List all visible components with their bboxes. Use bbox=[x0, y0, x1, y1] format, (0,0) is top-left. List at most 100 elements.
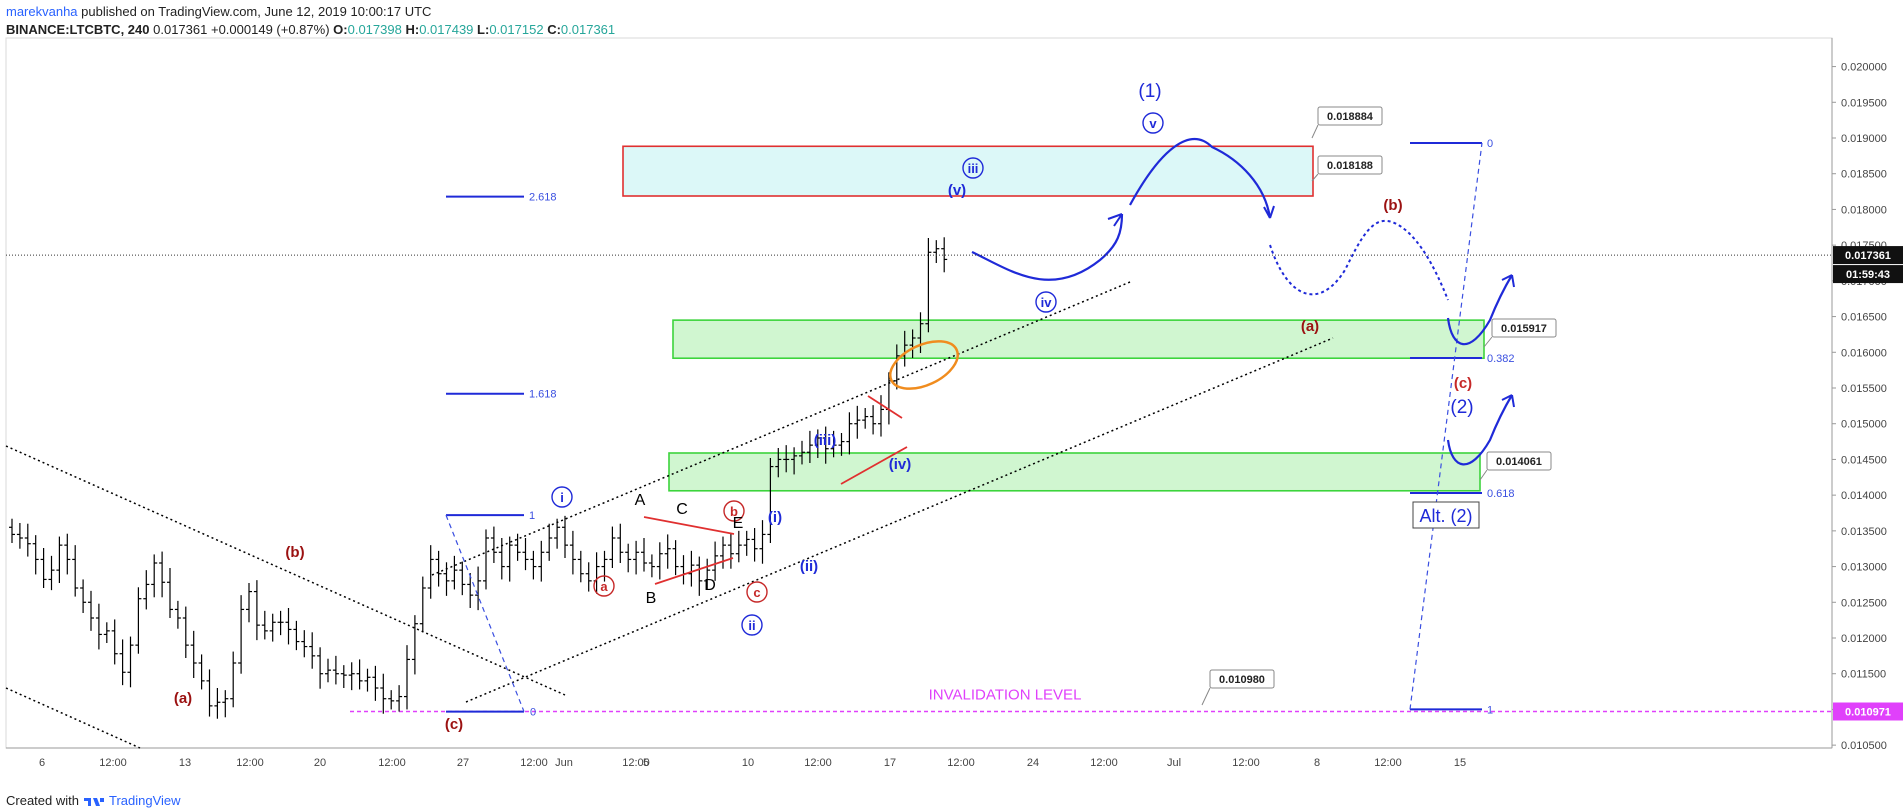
price-tick-label: 0.012500 bbox=[1841, 597, 1887, 609]
publish-info: marekvanha published on TradingView.com,… bbox=[6, 4, 431, 19]
invalidation-label: INVALIDATION LEVEL bbox=[929, 687, 1082, 704]
wave-label-i-circle bbox=[551, 486, 573, 508]
callout-pointer bbox=[1311, 173, 1319, 182]
wave-label-sub-iii: (iii) bbox=[814, 432, 837, 449]
alt-2-label: Alt. (2) bbox=[1419, 506, 1472, 526]
price-tick-label: 0.015000 bbox=[1841, 419, 1887, 431]
price-tick-label: 0.012000 bbox=[1841, 633, 1887, 645]
arrow-head-icon bbox=[1501, 394, 1515, 408]
author-link[interactable]: marekvanha bbox=[6, 4, 78, 19]
time-tick-label: 12:00 bbox=[947, 757, 975, 769]
target-zone bbox=[622, 145, 1314, 197]
channel-lower bbox=[465, 337, 1334, 703]
wave-label-v: v bbox=[1149, 116, 1157, 131]
high-label: H: bbox=[405, 22, 420, 37]
time-tick-label: 27 bbox=[457, 757, 469, 769]
price-tick-label: 0.020000 bbox=[1841, 62, 1887, 74]
wave-label-iv-circle bbox=[1035, 291, 1057, 313]
triangle-label-c: C bbox=[676, 501, 688, 518]
wave-label-a: (a) bbox=[174, 690, 192, 707]
fib-retracement-label: 0.382 bbox=[1487, 353, 1515, 365]
wave-label-small-a: a bbox=[600, 579, 608, 594]
alt-2-box bbox=[1412, 501, 1480, 529]
open-label: O: bbox=[333, 22, 348, 37]
symbol-info: BINANCE:LTCBTC, 240 0.017361 +0.000149 (… bbox=[6, 22, 615, 37]
time-tick-label: 5 bbox=[643, 757, 649, 769]
wedge-upper bbox=[867, 395, 903, 419]
wedge-lower bbox=[840, 446, 908, 485]
wave-label-future-b: (b) bbox=[1383, 197, 1402, 214]
open-value: 0.017398 bbox=[347, 22, 402, 37]
wave-label-future-a: (a) bbox=[1301, 318, 1319, 335]
wave-label-small-a-circle bbox=[593, 575, 615, 597]
plot-frame bbox=[5, 37, 1833, 749]
price-tick-label: 0.018000 bbox=[1841, 204, 1887, 216]
tradingview-logo-icon bbox=[83, 797, 104, 806]
wave-label-future-c: (c) bbox=[1454, 375, 1472, 392]
triangle-label-b: B bbox=[646, 590, 657, 607]
fib-retracement-label: 0.618 bbox=[1487, 488, 1515, 500]
price-tick-label: 0.014000 bbox=[1841, 490, 1887, 502]
price-callout-box bbox=[1491, 318, 1557, 338]
tradingview-brand[interactable]: TradingView bbox=[108, 793, 181, 808]
callout-pointer bbox=[1311, 124, 1319, 139]
callout-pointer bbox=[1483, 336, 1493, 348]
price-callout-text: 0.018884 bbox=[1327, 111, 1374, 123]
price-callout-box bbox=[1486, 451, 1552, 471]
time-tick-label: 17 bbox=[884, 757, 896, 769]
callout-pointer bbox=[1201, 687, 1211, 706]
last-price-badge-text: 0.017361 bbox=[1845, 250, 1891, 262]
projection-path-alt bbox=[1446, 394, 1513, 466]
price-tick-label: 0.018500 bbox=[1841, 169, 1887, 181]
wave-label-sub-i: (i) bbox=[768, 509, 782, 526]
time-tick-label: 24 bbox=[1027, 757, 1039, 769]
wave-label-2: (2) bbox=[1450, 397, 1473, 418]
price-tick-label: 0.014500 bbox=[1841, 454, 1887, 466]
time-tick-label: 12:00 bbox=[1232, 757, 1260, 769]
wave-label-i: i bbox=[560, 490, 564, 505]
callout-pointer bbox=[1479, 469, 1488, 481]
projection-path-2 bbox=[1446, 274, 1513, 346]
channel-upper bbox=[431, 281, 1131, 576]
invalidation-badge-text: 0.010971 bbox=[1845, 707, 1891, 719]
lower-support-zone bbox=[668, 452, 1481, 492]
wave-label-iii-circle bbox=[962, 157, 984, 179]
time-tick-label: 12:00 bbox=[236, 757, 264, 769]
close-value: 0.017361 bbox=[560, 22, 616, 37]
wave-label-sub-v: (v) bbox=[948, 182, 966, 199]
price-callout-box bbox=[1317, 155, 1383, 175]
fib-extension-label: 2.618 bbox=[529, 192, 557, 204]
footer: Created with TradingView bbox=[6, 793, 181, 808]
wave-label-sub-iv: (iv) bbox=[889, 456, 912, 473]
low-value: 0.017152 bbox=[489, 22, 544, 37]
price-change: +0.000149 (+0.87%) bbox=[210, 22, 330, 37]
time-tick-label: 6 bbox=[39, 757, 45, 769]
last-price: 0.017361 bbox=[153, 22, 208, 37]
price-callout-text: 0.015917 bbox=[1501, 323, 1547, 335]
triangle-label-d: D bbox=[704, 577, 716, 594]
price-callout-box bbox=[1209, 669, 1275, 689]
arrow-head-icon bbox=[1501, 274, 1515, 288]
close-label: C: bbox=[547, 22, 561, 37]
price-callout-box bbox=[1317, 106, 1383, 126]
symbol-name: BINANCE:LTCBTC, 240 bbox=[6, 22, 150, 37]
wave-label-small-c: c bbox=[753, 585, 760, 600]
price-callout-text: 0.018188 bbox=[1327, 160, 1373, 172]
publish-text: published on TradingView.com, June 12, 2… bbox=[77, 4, 432, 19]
time-tick-label: 10 bbox=[742, 757, 754, 769]
invalidation-badge bbox=[1833, 702, 1903, 721]
time-tick-label: 12:00 bbox=[1374, 757, 1402, 769]
price-tick-label: 0.011500 bbox=[1841, 669, 1886, 681]
wave-label-sub-ii: (ii) bbox=[800, 558, 818, 575]
price-tick-label: 0.019500 bbox=[1841, 97, 1887, 109]
time-tick-label: 12:00 bbox=[99, 757, 127, 769]
time-tick-label: 12:00 bbox=[1090, 757, 1118, 769]
time-tick-label: Jun bbox=[555, 757, 573, 769]
wave-label-ii-circle bbox=[741, 614, 763, 636]
breakout-ellipse bbox=[889, 340, 959, 390]
time-tick-label: Jul bbox=[1167, 757, 1181, 769]
projection-path-v bbox=[1129, 137, 1272, 219]
triangle-upper bbox=[643, 516, 735, 535]
countdown-badge bbox=[1833, 265, 1903, 284]
